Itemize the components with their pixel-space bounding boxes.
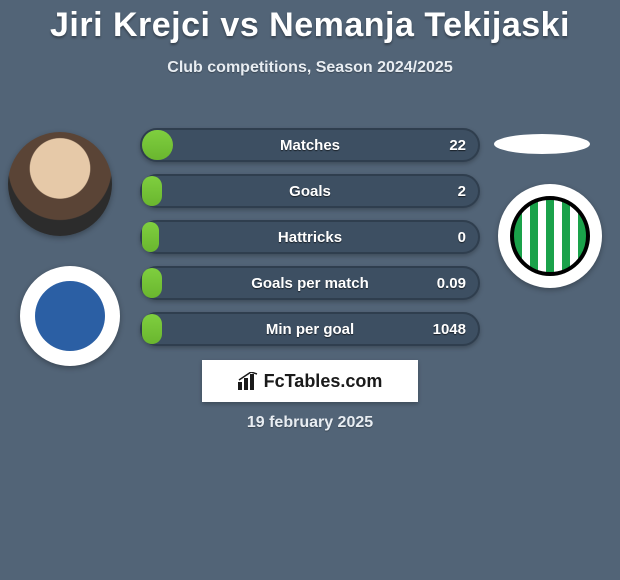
chart-icon (238, 372, 258, 390)
bar-label: Hattricks (140, 220, 480, 254)
club-left-logo (20, 266, 120, 366)
bar-label: Goals (140, 174, 480, 208)
watermark-text: FcTables.com (264, 371, 383, 392)
page-title: Jiri Krejci vs Nemanja Tekijaski (0, 6, 620, 45)
subtitle: Club competitions, Season 2024/2025 (0, 59, 620, 77)
club-right-logo (498, 184, 602, 288)
comparison-card: Jiri Krejci vs Nemanja Tekijaski Club co… (0, 6, 620, 580)
bar-label: Matches (140, 128, 480, 162)
stat-bars: Matches22 Goals2 Hattricks0 Goals per match… (140, 128, 480, 358)
date-text: 19 february 2025 (0, 414, 620, 432)
player-right-ellipse (494, 134, 590, 154)
player-left-avatar (8, 132, 112, 236)
stat-row: Min per goal1048 (140, 312, 480, 346)
stat-row: Goals2 (140, 174, 480, 208)
stat-row: Goals per match0.09 (140, 266, 480, 300)
bar-value: 0 (458, 220, 466, 254)
bar-label: Goals per match (140, 266, 480, 300)
bar-value: 1048 (433, 312, 466, 346)
bar-label: Min per goal (140, 312, 480, 346)
stat-row: Matches22 (140, 128, 480, 162)
bar-value: 0.09 (437, 266, 466, 300)
bar-value: 2 (458, 174, 466, 208)
bar-value: 22 (449, 128, 466, 162)
watermark-plate: FcTables.com (202, 360, 418, 402)
stat-row: Hattricks0 (140, 220, 480, 254)
